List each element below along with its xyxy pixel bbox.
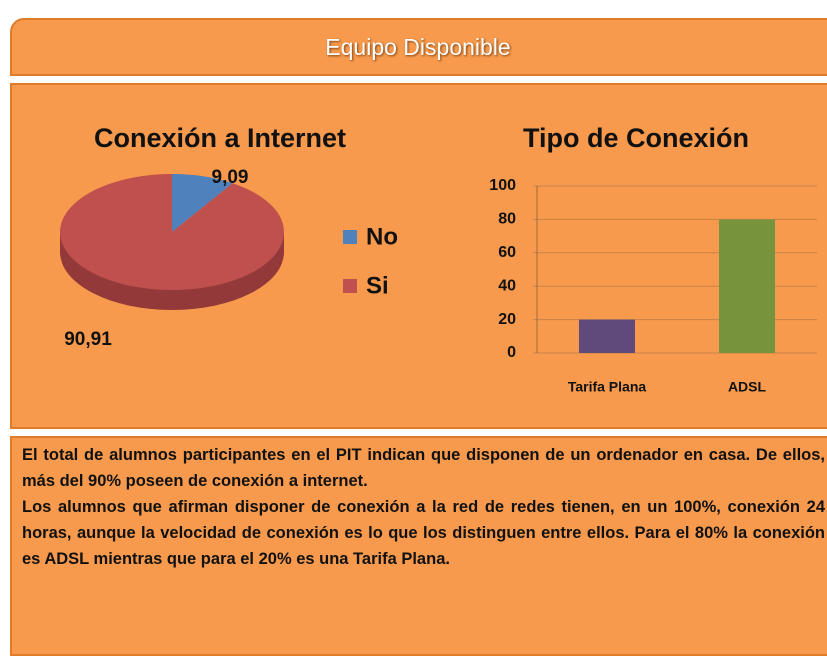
bar [579,319,635,353]
y-tick-label: 20 [498,311,516,328]
header-title: Equipo Disponible [325,33,511,60]
x-tick-label: ADSL [728,379,767,395]
y-tick-label: 80 [498,211,516,228]
paragraph: El total de alumnos participantes en el … [22,446,825,490]
legend-label: No [366,223,398,250]
header-bar: Equipo Disponible [10,18,827,76]
legend-swatch [343,279,357,293]
bar [719,219,775,353]
chart-panel [10,83,827,429]
body-text: El total de alumnos participantes en el … [22,442,825,572]
y-tick-label: 40 [498,277,516,294]
pie-slice [172,174,233,232]
text-panel [10,436,827,656]
legend-swatch [343,230,357,244]
data-label: 9,09 [212,167,249,188]
legend-label: Si [366,272,389,299]
y-tick-label: 0 [507,344,516,361]
paragraph: Los alumnos que afirman disponer de cone… [22,498,825,568]
y-tick-label: 100 [489,177,516,194]
pie-slice [60,174,284,290]
x-tick-label: Tarifa Plana [568,379,647,395]
y-tick-label: 60 [498,244,516,261]
chart-title: Tipo de Conexión [523,123,749,153]
chart-title: Conexión a Internet [94,123,346,153]
data-label: 90,91 [64,329,112,350]
